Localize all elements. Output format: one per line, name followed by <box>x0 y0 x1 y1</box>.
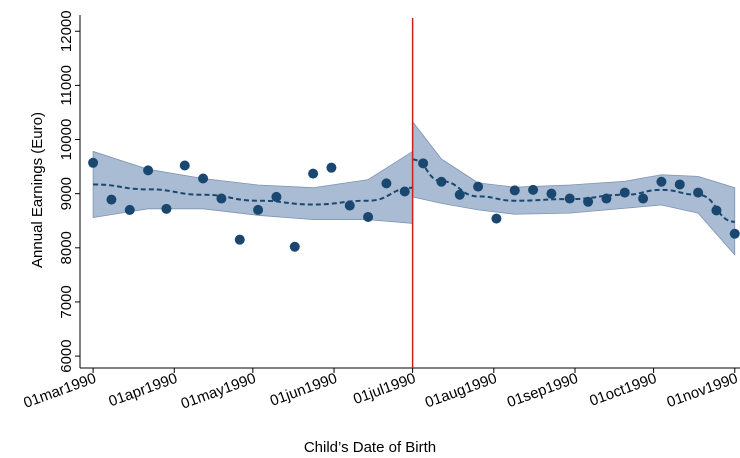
data-point <box>656 176 667 187</box>
data-point <box>198 173 209 184</box>
data-point <box>601 193 612 204</box>
data-point <box>399 186 410 197</box>
data-point <box>528 184 539 195</box>
x-tick-label: 01nov1990 <box>665 370 740 411</box>
x-tick-label: 01aug1990 <box>423 370 499 412</box>
data-point <box>363 211 374 222</box>
x-tick-label: 01may1990 <box>179 370 258 413</box>
data-point <box>564 193 575 204</box>
data-point <box>729 228 740 239</box>
y-tick-label: 6000 <box>58 339 75 372</box>
y-axis-title: Annual Earnings (Euro) <box>29 112 46 268</box>
x-tick-label: 01oct1990 <box>587 370 659 410</box>
data-point <box>344 200 355 211</box>
data-point <box>216 193 227 204</box>
data-point <box>381 178 392 189</box>
data-point <box>179 160 190 171</box>
y-tick-label: 10000 <box>58 119 75 161</box>
x-axis-title: Child’s Date of Birth <box>304 439 436 456</box>
data-point <box>546 188 557 199</box>
data-point <box>253 204 264 215</box>
data-point <box>674 179 685 190</box>
y-tick-label: 7000 <box>58 285 75 318</box>
data-point <box>454 189 465 200</box>
x-tick-label: 01apr1990 <box>106 370 179 411</box>
data-point <box>271 191 282 202</box>
y-tick-label: 11000 <box>58 65 75 106</box>
data-point <box>473 181 484 192</box>
confidence-band <box>92 150 414 224</box>
confidence-band <box>412 120 736 256</box>
data-point <box>88 157 99 168</box>
y-tick-label: 8000 <box>58 231 75 264</box>
data-point <box>491 213 502 224</box>
x-tick-label: 01jun1990 <box>268 370 340 410</box>
data-point <box>436 176 447 187</box>
data-point <box>619 187 630 198</box>
data-point <box>509 185 520 196</box>
data-point <box>161 203 172 214</box>
y-tick-label: 12000 <box>58 10 75 52</box>
data-point <box>638 193 649 204</box>
y-tick-label: 9000 <box>58 177 75 210</box>
x-tick-label: 01jul1990 <box>351 370 418 408</box>
data-point <box>418 158 429 169</box>
data-point <box>583 196 594 207</box>
data-point <box>308 168 319 179</box>
data-point <box>234 234 245 245</box>
data-point <box>326 162 337 173</box>
fit-line <box>93 183 413 206</box>
x-tick-label: 01mar1990 <box>21 370 98 412</box>
data-point <box>289 241 300 252</box>
data-point <box>124 204 135 215</box>
data-point <box>693 187 704 198</box>
data-point <box>143 165 154 176</box>
data-point <box>711 205 722 216</box>
x-tick-label: 01sep1990 <box>505 370 581 411</box>
data-point <box>106 194 117 205</box>
